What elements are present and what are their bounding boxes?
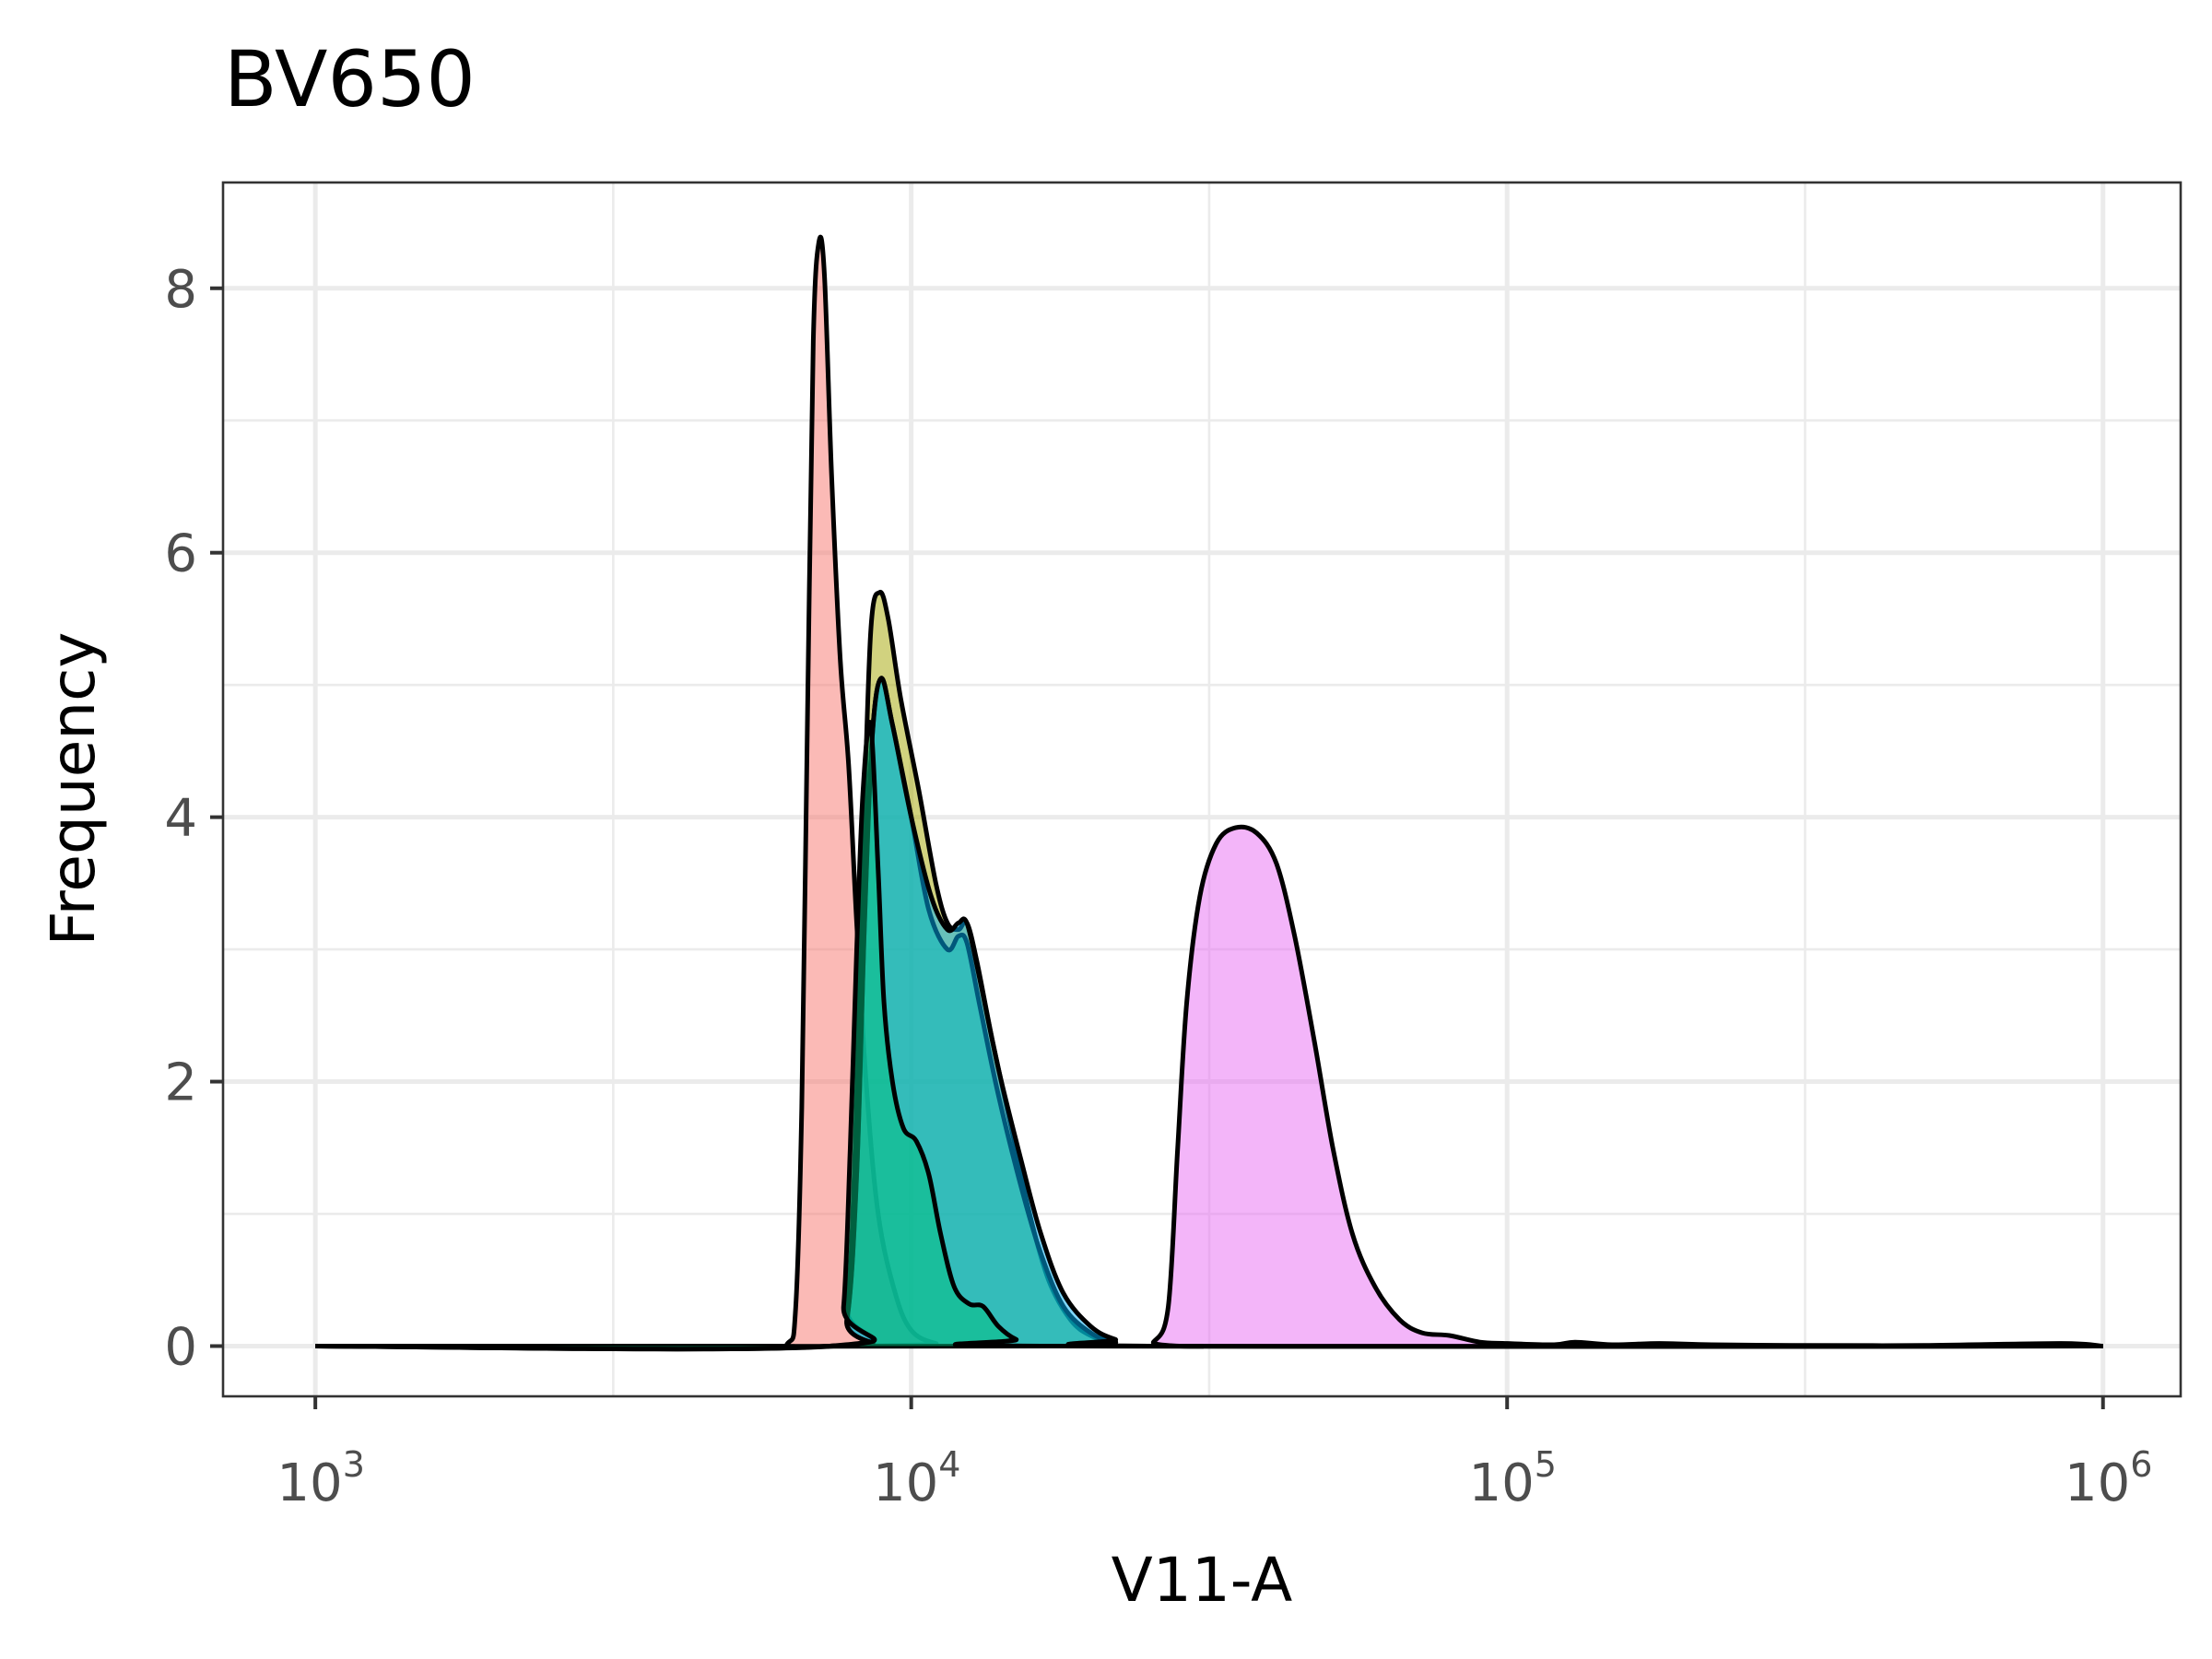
- y-tick-label: 6: [164, 524, 197, 584]
- x-tick-label: 105: [1468, 1444, 1556, 1513]
- y-tick-label: 0: [164, 1317, 197, 1377]
- y-axis-title: Frequency: [38, 632, 109, 947]
- x-tick-label: 104: [873, 1444, 960, 1513]
- x-tick-label: 103: [276, 1444, 364, 1513]
- density-series-6: [315, 720, 2103, 1352]
- axes: 0 2 4 6 8 103 104 105 106: [164, 260, 2152, 1513]
- x-tick-label: 106: [2065, 1444, 2152, 1513]
- density-series: [315, 234, 2103, 1352]
- density-series-5: [315, 824, 2103, 1349]
- chart-title: BV650: [224, 34, 476, 124]
- density-area-5: [315, 827, 2103, 1347]
- density-line-6: [315, 720, 2103, 1352]
- plot-panel-border: [221, 181, 2183, 1398]
- y-tick-label: 8: [164, 260, 197, 320]
- y-tick-label: 2: [164, 1053, 197, 1113]
- x-axis-title: V11-A: [1112, 1545, 1293, 1616]
- density-line-5: [315, 824, 2103, 1349]
- y-tick-label: 4: [164, 789, 197, 849]
